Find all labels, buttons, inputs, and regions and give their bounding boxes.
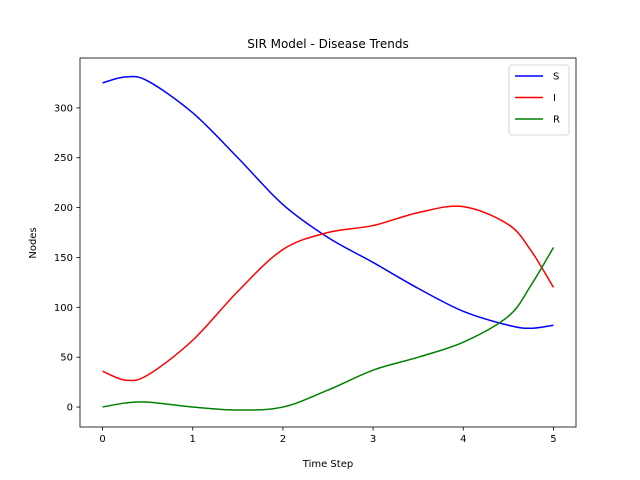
- y-tick-label: 250: [54, 153, 73, 164]
- legend-label-r: R: [553, 115, 560, 126]
- legend-label-s: S: [553, 72, 559, 83]
- series-line-r: [102, 247, 555, 411]
- x-tick-label: 0: [99, 434, 105, 445]
- y-tick-label: 0: [67, 403, 73, 414]
- y-tick-label: 100: [54, 303, 73, 314]
- x-tick-label: 5: [550, 434, 556, 445]
- series-line-s: [102, 75, 554, 330]
- y-tick-label: 50: [60, 353, 73, 364]
- legend: SIR: [508, 64, 570, 136]
- y-tick-label: 150: [54, 253, 73, 264]
- x-tick-label: 1: [190, 434, 196, 445]
- x-axis-label: Time Step: [302, 459, 353, 470]
- legend-label-i: I: [553, 93, 556, 104]
- y-tick-label: 300: [54, 103, 73, 114]
- x-tick-label: 3: [370, 434, 376, 445]
- y-axis-label: Nodes: [28, 227, 39, 258]
- x-tick-label: 4: [460, 434, 466, 445]
- series-line-i: [102, 205, 555, 382]
- legend-box: [508, 64, 570, 136]
- y-tick-label: 200: [54, 203, 73, 214]
- chart-title: SIR Model - Disease Trends: [247, 37, 408, 51]
- x-tick-label: 2: [280, 434, 286, 445]
- plot-frame: [79, 57, 577, 428]
